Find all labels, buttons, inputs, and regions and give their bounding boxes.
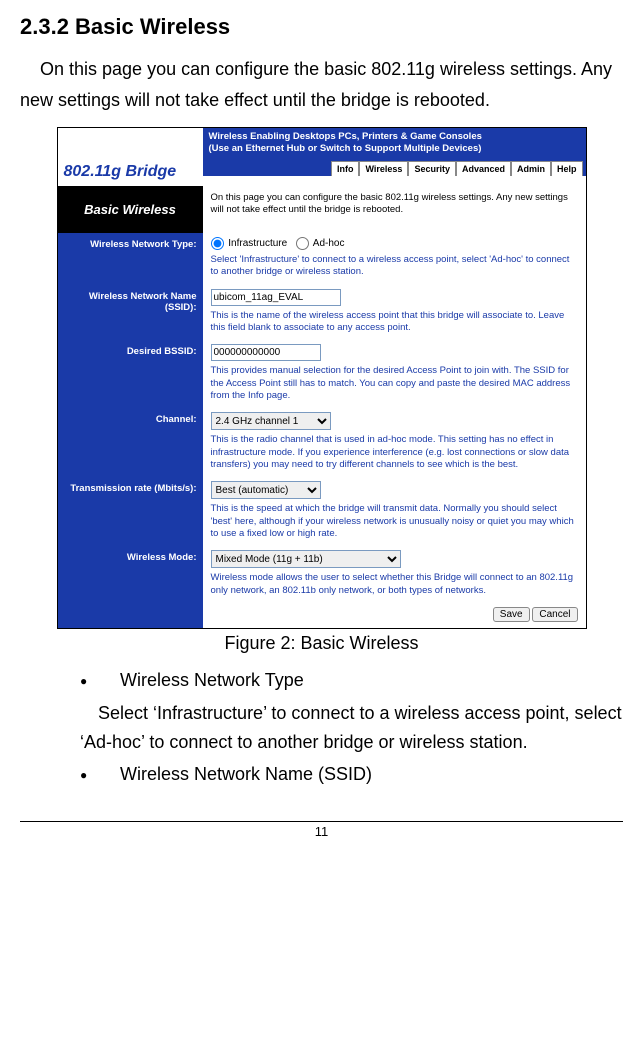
header-left-spacer bbox=[58, 128, 203, 158]
hint-channel: This is the radio channel that is used i… bbox=[211, 434, 578, 471]
radio-infrastructure[interactable] bbox=[211, 237, 224, 250]
header-line2: (Use an Ethernet Hub or Switch to Suppor… bbox=[209, 143, 580, 155]
label-mode: Wireless Mode: bbox=[58, 546, 203, 603]
select-channel[interactable]: 2.4 GHz channel 1 bbox=[211, 412, 331, 430]
row-buttons: Save Cancel bbox=[58, 603, 586, 628]
label-channel: Channel: bbox=[58, 408, 203, 477]
bullet-network-type-body: Select ‘Infrastructure’ to connect to a … bbox=[80, 699, 623, 757]
row-channel: Channel: 2.4 GHz channel 1 This is the r… bbox=[58, 408, 586, 477]
radio-infrastructure-label: Infrastructure bbox=[228, 238, 287, 249]
bullet-ssid: Wireless Network Name (SSID) bbox=[80, 760, 623, 789]
tab-admin[interactable]: Admin bbox=[511, 161, 551, 176]
radio-adhoc-label: Ad-hoc bbox=[313, 238, 345, 249]
hint-ssid: This is the name of the wireless access … bbox=[211, 310, 578, 335]
footer-rule bbox=[20, 821, 623, 822]
tab-advanced[interactable]: Advanced bbox=[456, 161, 511, 176]
input-ssid[interactable] bbox=[211, 289, 341, 306]
row-rate: Transmission rate (Mbits/s): Best (autom… bbox=[58, 477, 586, 546]
hint-bssid: This provides manual selection for the d… bbox=[211, 365, 578, 402]
header-banner: Wireless Enabling Desktops PCs, Printers… bbox=[203, 128, 586, 158]
header-row: Wireless Enabling Desktops PCs, Printers… bbox=[58, 128, 586, 158]
label-network-type: Wireless Network Type: bbox=[58, 233, 203, 285]
radio-group-network-type: Infrastructure Ad-hoc bbox=[211, 237, 578, 250]
section-heading: 2.3.2 Basic Wireless bbox=[20, 14, 623, 40]
intro-paragraph: On this page you can configure the basic… bbox=[20, 54, 623, 115]
label-bssid: Desired BSSID: bbox=[58, 340, 203, 408]
select-rate[interactable]: Best (automatic) bbox=[211, 481, 321, 499]
bridge-title: 802.11g Bridge bbox=[58, 158, 203, 186]
hint-network-type: Select 'Infrastructure' to connect to a … bbox=[211, 254, 578, 279]
bullet-network-type: Wireless Network Type bbox=[80, 666, 623, 695]
input-bssid[interactable] bbox=[211, 344, 321, 361]
figure-caption: Figure 2: Basic Wireless bbox=[20, 633, 623, 654]
tab-security[interactable]: Security bbox=[408, 161, 456, 176]
hint-mode: Wireless mode allows the user to select … bbox=[211, 572, 578, 597]
tab-bar: Info Wireless Security Advanced Admin He… bbox=[203, 158, 586, 176]
tab-info[interactable]: Info bbox=[331, 161, 360, 176]
row-ssid: Wireless Network Name (SSID): This is th… bbox=[58, 285, 586, 341]
label-rate: Transmission rate (Mbits/s): bbox=[58, 477, 203, 546]
tab-wireless[interactable]: Wireless bbox=[359, 161, 408, 176]
section-head-row: Basic Wireless On this page you can conf… bbox=[58, 186, 586, 233]
label-ssid: Wireless Network Name (SSID): bbox=[58, 285, 203, 341]
select-mode[interactable]: Mixed Mode (11g + 11b) bbox=[211, 550, 401, 568]
header-line1: Wireless Enabling Desktops PCs, Printers… bbox=[209, 131, 580, 143]
screenshot-figure: Wireless Enabling Desktops PCs, Printers… bbox=[57, 127, 587, 629]
cancel-button[interactable]: Cancel bbox=[532, 607, 577, 622]
row-network-type: Wireless Network Type: Infrastructure Ad… bbox=[58, 233, 586, 285]
section-title: Basic Wireless bbox=[58, 186, 203, 233]
section-desc: On this page you can configure the basic… bbox=[203, 186, 586, 233]
hint-rate: This is the speed at which the bridge wi… bbox=[211, 503, 578, 540]
row-bssid: Desired BSSID: This provides manual sele… bbox=[58, 340, 586, 408]
page-number: 11 bbox=[0, 824, 643, 847]
radio-adhoc[interactable] bbox=[296, 237, 309, 250]
bridge-row: 802.11g Bridge Info Wireless Security Ad… bbox=[58, 158, 586, 186]
label-spacer bbox=[58, 603, 203, 628]
save-button[interactable]: Save bbox=[493, 607, 530, 622]
row-mode: Wireless Mode: Mixed Mode (11g + 11b) Wi… bbox=[58, 546, 586, 603]
tab-help[interactable]: Help bbox=[551, 161, 583, 176]
